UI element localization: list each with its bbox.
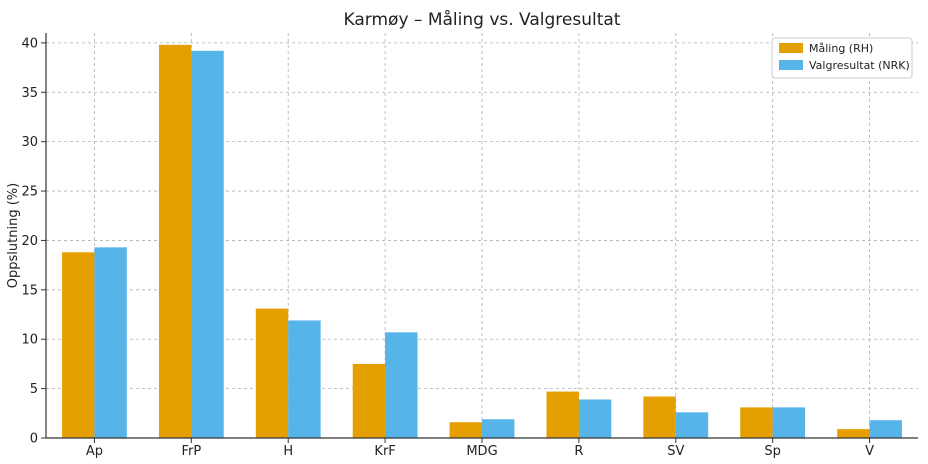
bar-valgresultat-v xyxy=(869,420,902,438)
legend-swatch-valgresultat xyxy=(779,60,803,70)
x-tick-label: FrP xyxy=(181,444,201,459)
bar-maling-frp xyxy=(158,44,192,438)
x-tick-label: Sp xyxy=(764,444,781,459)
x-tick-label: R xyxy=(574,444,583,459)
x-tick-label: H xyxy=(283,444,293,459)
y-tick-label: 35 xyxy=(21,86,38,101)
legend: Måling (RH) Valgresultat (NRK) xyxy=(771,37,913,79)
ticks: 0 5 10 15 20 25 30 35 40 Ap FrP H KrF MDG R SV Sp V xyxy=(21,36,874,459)
legend-label-maling: Måling (RH) xyxy=(809,42,873,55)
y-tick-label: 15 xyxy=(21,283,38,298)
bars xyxy=(62,44,902,438)
y-tick-label: 40 xyxy=(21,36,38,51)
bar-valgresultat-mdg xyxy=(482,419,515,438)
bar-valgresultat-sv xyxy=(675,412,709,438)
chart-title: Karmøy – Måling vs. Valgresultat xyxy=(344,9,621,30)
x-tick-label: V xyxy=(865,444,874,459)
x-tick-label: SV xyxy=(667,444,684,459)
x-tick-label: Ap xyxy=(86,444,103,459)
bar-maling-sp xyxy=(740,407,773,438)
bar-valgresultat-h xyxy=(288,320,321,438)
legend-swatch-maling xyxy=(779,43,803,53)
bar-valgresultat-ap xyxy=(94,247,127,438)
y-tick-label: 0 xyxy=(30,432,38,447)
y-tick-label: 20 xyxy=(21,234,38,249)
y-axis-title: Oppslutning (%) xyxy=(6,183,21,288)
bar-maling-krf xyxy=(352,363,386,438)
bar-maling-ap xyxy=(62,252,95,438)
bar-valgresultat-frp xyxy=(191,50,224,438)
bar-valgresultat-sp xyxy=(772,407,806,438)
legend-label-valgresultat: Valgresultat (NRK) xyxy=(809,59,910,72)
bar-maling-h xyxy=(255,308,289,438)
y-tick-label: 25 xyxy=(21,185,38,200)
y-tick-label: 30 xyxy=(21,135,38,150)
x-tick-label: MDG xyxy=(466,444,497,459)
bar-valgresultat-krf xyxy=(385,332,418,438)
bar-valgresultat-r xyxy=(578,399,612,438)
bar-maling-v xyxy=(837,429,870,438)
x-tick-label: KrF xyxy=(374,444,395,459)
y-tick-label: 5 xyxy=(30,382,38,397)
y-tick-label: 10 xyxy=(21,333,38,348)
bar-maling-sv xyxy=(643,396,676,438)
bar-maling-r xyxy=(546,391,579,438)
bar-maling-mdg xyxy=(449,422,482,438)
legend-frame xyxy=(771,37,913,79)
